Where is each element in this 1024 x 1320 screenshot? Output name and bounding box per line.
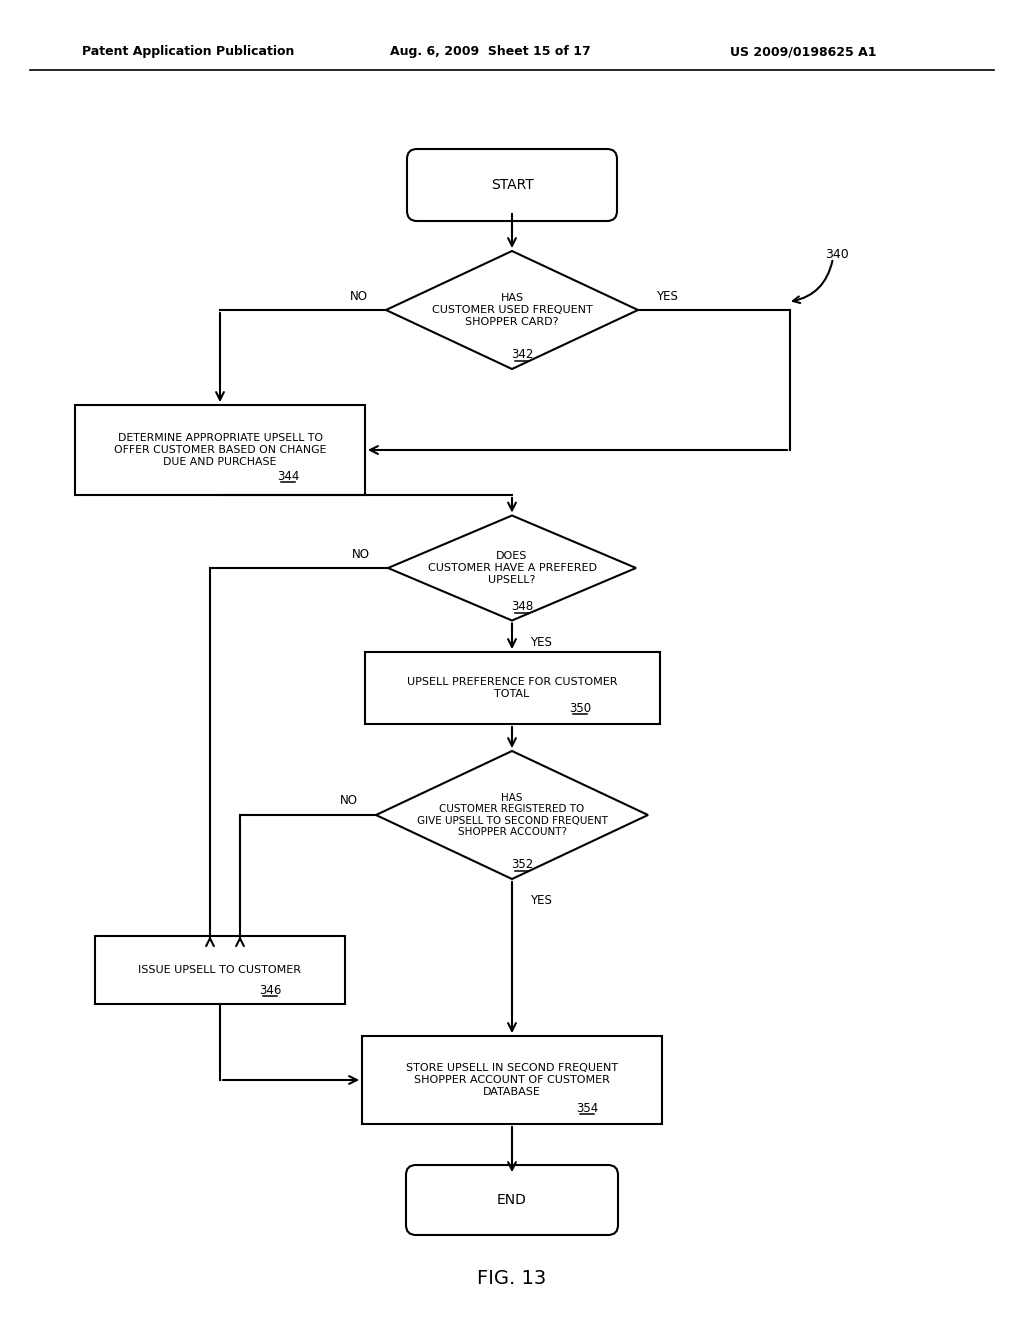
Text: 350: 350 <box>569 701 591 714</box>
Polygon shape <box>388 516 636 620</box>
Text: START: START <box>490 178 534 191</box>
Text: NO: NO <box>340 795 358 808</box>
Text: 340: 340 <box>825 248 849 261</box>
Polygon shape <box>386 251 638 370</box>
Text: ISSUE UPSELL TO CUSTOMER: ISSUE UPSELL TO CUSTOMER <box>138 965 301 975</box>
Bar <box>362 1036 662 1125</box>
Text: HAS
CUSTOMER USED FREQUENT
SHOPPER CARD?: HAS CUSTOMER USED FREQUENT SHOPPER CARD? <box>432 293 592 326</box>
Bar <box>365 652 659 723</box>
Text: FIG. 13: FIG. 13 <box>477 1269 547 1287</box>
Text: Aug. 6, 2009  Sheet 15 of 17: Aug. 6, 2009 Sheet 15 of 17 <box>390 45 591 58</box>
Text: NO: NO <box>352 548 370 561</box>
Text: 342: 342 <box>511 348 534 362</box>
FancyBboxPatch shape <box>407 149 617 220</box>
Text: HAS
CUSTOMER REGISTERED TO
GIVE UPSELL TO SECOND FREQUENT
SHOPPER ACCOUNT?: HAS CUSTOMER REGISTERED TO GIVE UPSELL T… <box>417 792 607 837</box>
Text: 346: 346 <box>259 983 282 997</box>
Text: 348: 348 <box>511 601 534 612</box>
Text: 344: 344 <box>276 470 299 483</box>
Text: UPSELL PREFERENCE FOR CUSTOMER
TOTAL: UPSELL PREFERENCE FOR CUSTOMER TOTAL <box>407 677 617 698</box>
Text: Patent Application Publication: Patent Application Publication <box>82 45 294 58</box>
Text: 354: 354 <box>575 1101 598 1114</box>
Text: NO: NO <box>350 289 368 302</box>
Text: DETERMINE APPROPRIATE UPSELL TO
OFFER CUSTOMER BASED ON CHANGE
DUE AND PURCHASE: DETERMINE APPROPRIATE UPSELL TO OFFER CU… <box>114 433 327 466</box>
Text: US 2009/0198625 A1: US 2009/0198625 A1 <box>730 45 877 58</box>
Bar <box>95 936 345 1005</box>
Text: YES: YES <box>530 895 552 908</box>
Text: YES: YES <box>656 289 678 302</box>
Text: END: END <box>497 1193 527 1206</box>
Text: YES: YES <box>530 636 552 649</box>
FancyBboxPatch shape <box>406 1166 618 1236</box>
Bar <box>75 405 365 495</box>
Text: 352: 352 <box>511 858 534 871</box>
Text: DOES
CUSTOMER HAVE A PREFERED
UPSELL?: DOES CUSTOMER HAVE A PREFERED UPSELL? <box>427 552 597 585</box>
Text: STORE UPSELL IN SECOND FREQUENT
SHOPPER ACCOUNT OF CUSTOMER
DATABASE: STORE UPSELL IN SECOND FREQUENT SHOPPER … <box>406 1064 618 1097</box>
Polygon shape <box>376 751 648 879</box>
